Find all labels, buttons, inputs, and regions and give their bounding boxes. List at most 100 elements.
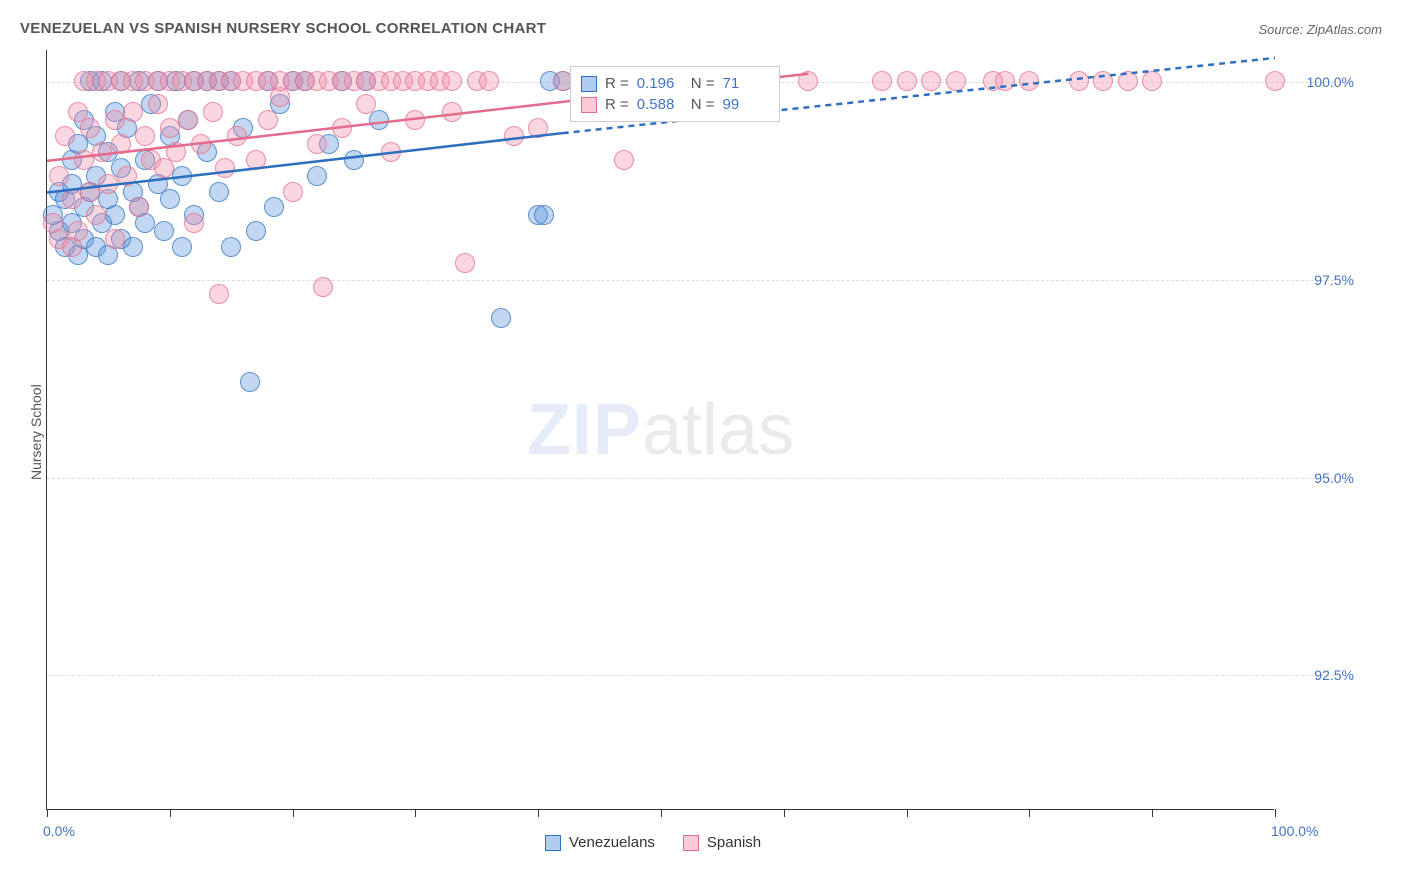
scatter-point (221, 237, 241, 257)
scatter-point (111, 134, 131, 154)
y-tick-label: 95.0% (1314, 470, 1354, 486)
legend-swatch (683, 835, 699, 851)
legend-swatch (581, 76, 597, 92)
scatter-point (86, 205, 106, 225)
stats-row: R = 0.196 N = 71 (581, 73, 769, 94)
scatter-point (246, 150, 266, 170)
scatter-point (283, 182, 303, 202)
scatter-point (995, 71, 1015, 91)
plot-area: ZIPatlas 92.5%95.0%97.5%100.0%0.0%100.0%… (46, 50, 1274, 810)
scatter-point (258, 110, 278, 130)
scatter-point (62, 189, 82, 209)
x-tick-label: 100.0% (1271, 823, 1318, 839)
scatter-point (1118, 71, 1138, 91)
y-axis-label: Nursery School (28, 384, 44, 480)
scatter-point (1265, 71, 1285, 91)
watermark: ZIPatlas (527, 389, 794, 471)
scatter-point (123, 237, 143, 257)
scatter-point (946, 71, 966, 91)
scatter-point (80, 182, 100, 202)
scatter-point (209, 284, 229, 304)
scatter-point (313, 277, 333, 297)
r-value: 0.588 (637, 96, 683, 113)
source-name: ZipAtlas.com (1307, 22, 1382, 37)
scatter-point (166, 142, 186, 162)
scatter-point (1069, 71, 1089, 91)
scatter-point (356, 94, 376, 114)
scatter-point (614, 150, 634, 170)
legend-swatch (545, 835, 561, 851)
chart-title: VENEZUELAN VS SPANISH NURSERY SCHOOL COR… (20, 20, 546, 37)
scatter-point (369, 110, 389, 130)
legend-label: Venezuelans (569, 834, 655, 851)
scatter-point (55, 126, 75, 146)
scatter-point (504, 126, 524, 146)
scatter-point (872, 71, 892, 91)
scatter-point (154, 221, 174, 241)
scatter-point (405, 110, 425, 130)
y-tick-label: 100.0% (1307, 74, 1354, 90)
scatter-point (98, 174, 118, 194)
scatter-point (135, 126, 155, 146)
gridline (47, 280, 1334, 281)
scatter-point (798, 71, 818, 91)
scatter-point (1093, 71, 1113, 91)
x-tick (661, 809, 662, 817)
source-prefix: Source: (1258, 22, 1306, 37)
scatter-point (344, 150, 364, 170)
scatter-point (455, 253, 475, 273)
scatter-point (68, 221, 88, 241)
scatter-point (227, 126, 247, 146)
scatter-point (307, 134, 327, 154)
n-value: 99 (723, 96, 769, 113)
scatter-point (172, 166, 192, 186)
x-tick (538, 809, 539, 817)
scatter-point (246, 221, 266, 241)
scatter-point (534, 205, 554, 225)
scatter-point (49, 166, 69, 186)
watermark-left: ZIP (527, 390, 642, 470)
scatter-point (92, 142, 112, 162)
r-label: R = (605, 96, 629, 113)
scatter-point (184, 213, 204, 233)
x-tick (1275, 809, 1276, 817)
r-label: R = (605, 75, 629, 92)
stats-row: R =0.588N =99 (581, 94, 769, 115)
scatter-point (264, 197, 284, 217)
scatter-point (307, 166, 327, 186)
r-value: 0.196 (637, 75, 683, 92)
watermark-right: atlas (642, 390, 794, 470)
x-tick (907, 809, 908, 817)
source-attribution: Source: ZipAtlas.com (1258, 22, 1382, 37)
scatter-point (215, 158, 235, 178)
scatter-point (160, 118, 180, 138)
scatter-point (117, 166, 137, 186)
scatter-point (123, 102, 143, 122)
scatter-point (381, 142, 401, 162)
scatter-point (191, 134, 211, 154)
scatter-point (203, 102, 223, 122)
x-tick (1029, 809, 1030, 817)
x-tick-label: 0.0% (43, 823, 75, 839)
y-tick-label: 97.5% (1314, 272, 1354, 288)
gridline (47, 478, 1334, 479)
scatter-point (491, 308, 511, 328)
scatter-point (105, 229, 125, 249)
scatter-point (129, 197, 149, 217)
x-tick (415, 809, 416, 817)
scatter-point (105, 205, 125, 225)
n-value: 71 (723, 75, 769, 92)
x-tick (293, 809, 294, 817)
n-label: N = (691, 75, 715, 92)
x-tick (47, 809, 48, 817)
x-tick (1152, 809, 1153, 817)
stats-legend-box: R =0.196N =71R =0.588N =99 (570, 66, 780, 122)
scatter-point (921, 71, 941, 91)
scatter-point (332, 118, 352, 138)
scatter-point (172, 237, 192, 257)
scatter-point (479, 71, 499, 91)
scatter-point (80, 118, 100, 138)
gridline (47, 675, 1334, 676)
legend-swatch (581, 97, 597, 113)
scatter-point (442, 102, 462, 122)
